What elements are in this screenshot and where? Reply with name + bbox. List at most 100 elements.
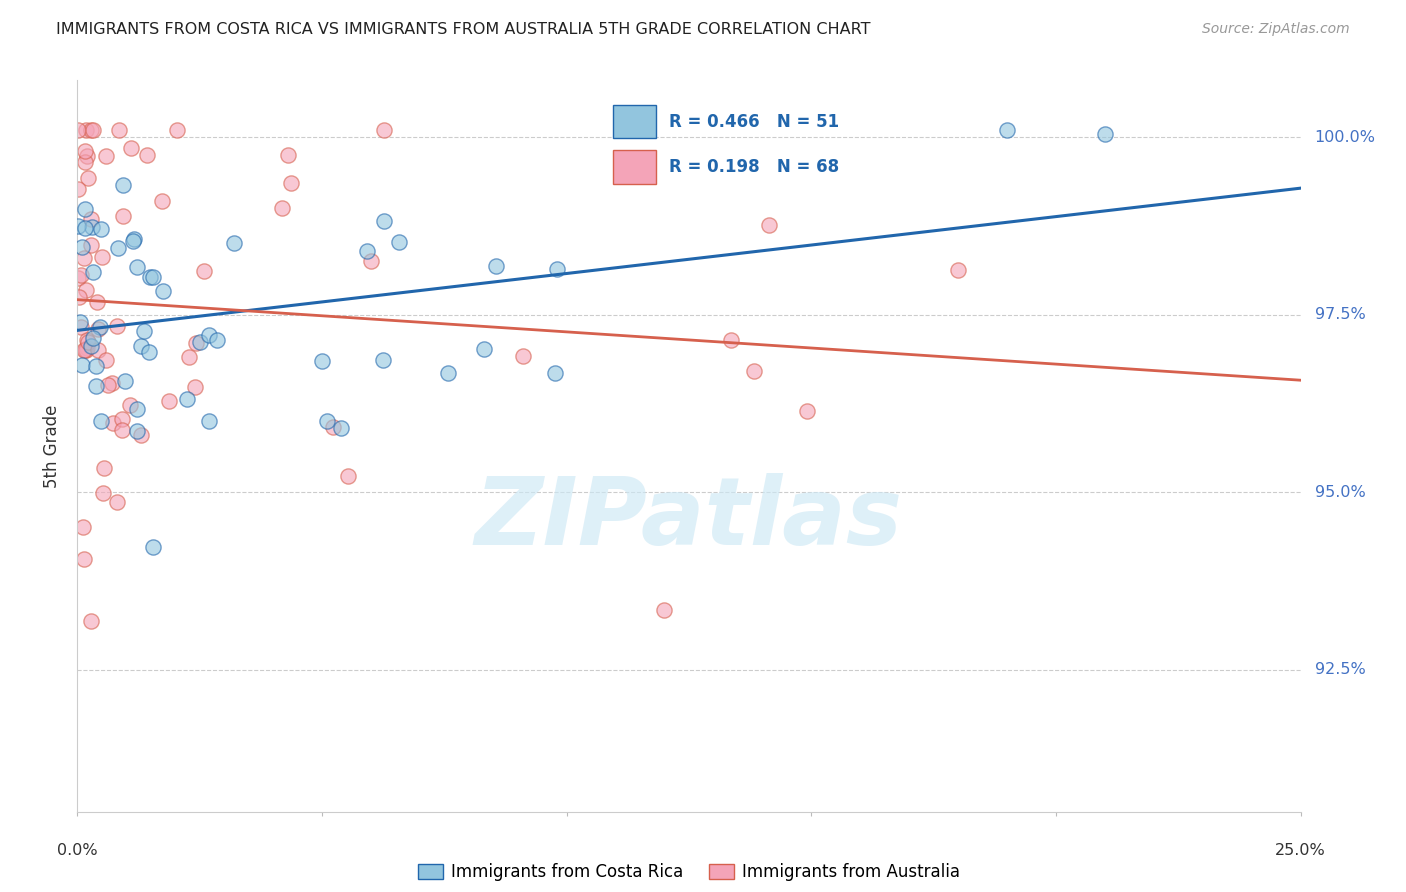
Point xyxy=(76,341,98,355)
Point xyxy=(131,339,153,353)
Point xyxy=(93,460,115,475)
Point xyxy=(90,222,112,236)
Point xyxy=(166,123,188,137)
Point xyxy=(995,123,1018,137)
Text: ZIPatlas: ZIPatlas xyxy=(475,473,903,566)
Point xyxy=(277,148,299,162)
Point xyxy=(122,232,145,246)
Point xyxy=(96,378,118,392)
Point xyxy=(120,398,142,412)
Point xyxy=(139,270,162,285)
Point xyxy=(138,344,160,359)
Point xyxy=(67,290,90,304)
Legend: Immigrants from Costa Rica, Immigrants from Australia: Immigrants from Costa Rica, Immigrants f… xyxy=(412,856,966,888)
Point xyxy=(135,148,157,162)
Point xyxy=(80,614,103,628)
Point xyxy=(91,485,114,500)
Text: 95.0%: 95.0% xyxy=(1315,484,1365,500)
Point xyxy=(122,234,145,248)
Point xyxy=(224,236,246,251)
Point xyxy=(66,219,89,233)
Point xyxy=(512,349,534,363)
Point xyxy=(70,358,93,372)
Point xyxy=(73,154,96,169)
Point xyxy=(197,328,219,343)
Point xyxy=(371,352,394,367)
Point xyxy=(198,414,221,428)
Point xyxy=(76,335,98,350)
Point xyxy=(111,423,134,437)
Point xyxy=(322,419,344,434)
Point xyxy=(80,237,103,252)
Point xyxy=(177,350,200,364)
Point xyxy=(112,209,135,223)
Text: Source: ZipAtlas.com: Source: ZipAtlas.com xyxy=(1202,22,1350,37)
Point xyxy=(280,176,302,190)
Point xyxy=(105,494,128,508)
Text: 100.0%: 100.0% xyxy=(1315,129,1375,145)
Point xyxy=(205,333,228,347)
Point xyxy=(316,414,339,428)
Point xyxy=(94,353,117,368)
Point xyxy=(127,260,149,275)
Point xyxy=(120,141,142,155)
Point xyxy=(271,201,294,215)
Point xyxy=(82,265,104,279)
Point xyxy=(150,194,173,209)
Point xyxy=(183,380,205,394)
Point xyxy=(73,551,96,566)
Point xyxy=(90,414,112,428)
Point xyxy=(101,416,124,430)
Point xyxy=(311,354,333,368)
Point xyxy=(82,123,104,137)
Point xyxy=(437,366,460,380)
Point xyxy=(946,263,969,277)
Point xyxy=(373,214,395,228)
Text: IMMIGRANTS FROM COSTA RICA VS IMMIGRANTS FROM AUSTRALIA 5TH GRADE CORRELATION CH: IMMIGRANTS FROM COSTA RICA VS IMMIGRANTS… xyxy=(56,22,870,37)
Point xyxy=(73,221,96,235)
Point xyxy=(70,319,93,334)
Point xyxy=(76,333,98,347)
Point xyxy=(66,123,89,137)
Point xyxy=(654,603,676,617)
Point xyxy=(86,295,108,310)
Point xyxy=(79,211,101,226)
Point xyxy=(105,318,128,333)
Point xyxy=(75,202,97,216)
Point xyxy=(84,359,107,373)
Point xyxy=(75,343,97,358)
Point xyxy=(75,283,97,297)
Point xyxy=(796,404,818,418)
Point xyxy=(91,250,114,264)
Point xyxy=(89,319,111,334)
Point xyxy=(388,235,411,249)
Point xyxy=(176,392,198,407)
Point xyxy=(485,260,508,274)
Point xyxy=(86,322,108,336)
Point xyxy=(75,123,97,137)
Point xyxy=(84,378,107,392)
Point xyxy=(742,364,765,378)
Point xyxy=(472,343,495,357)
Point xyxy=(356,244,378,258)
Point xyxy=(107,241,129,255)
Point xyxy=(129,427,152,442)
Point xyxy=(336,468,359,483)
Point xyxy=(72,240,94,254)
Point xyxy=(67,182,90,196)
Point xyxy=(152,284,174,298)
Point xyxy=(72,520,94,534)
Text: 0.0%: 0.0% xyxy=(58,843,97,858)
Point xyxy=(73,251,96,265)
Point xyxy=(112,178,135,192)
Point xyxy=(329,421,352,435)
Text: 97.5%: 97.5% xyxy=(1315,307,1365,322)
Point xyxy=(108,123,131,137)
Point xyxy=(190,334,212,349)
Point xyxy=(1094,127,1116,141)
Point xyxy=(544,366,567,380)
Point xyxy=(720,333,742,347)
Point xyxy=(82,330,104,344)
Point xyxy=(134,324,156,338)
Point xyxy=(101,376,124,391)
